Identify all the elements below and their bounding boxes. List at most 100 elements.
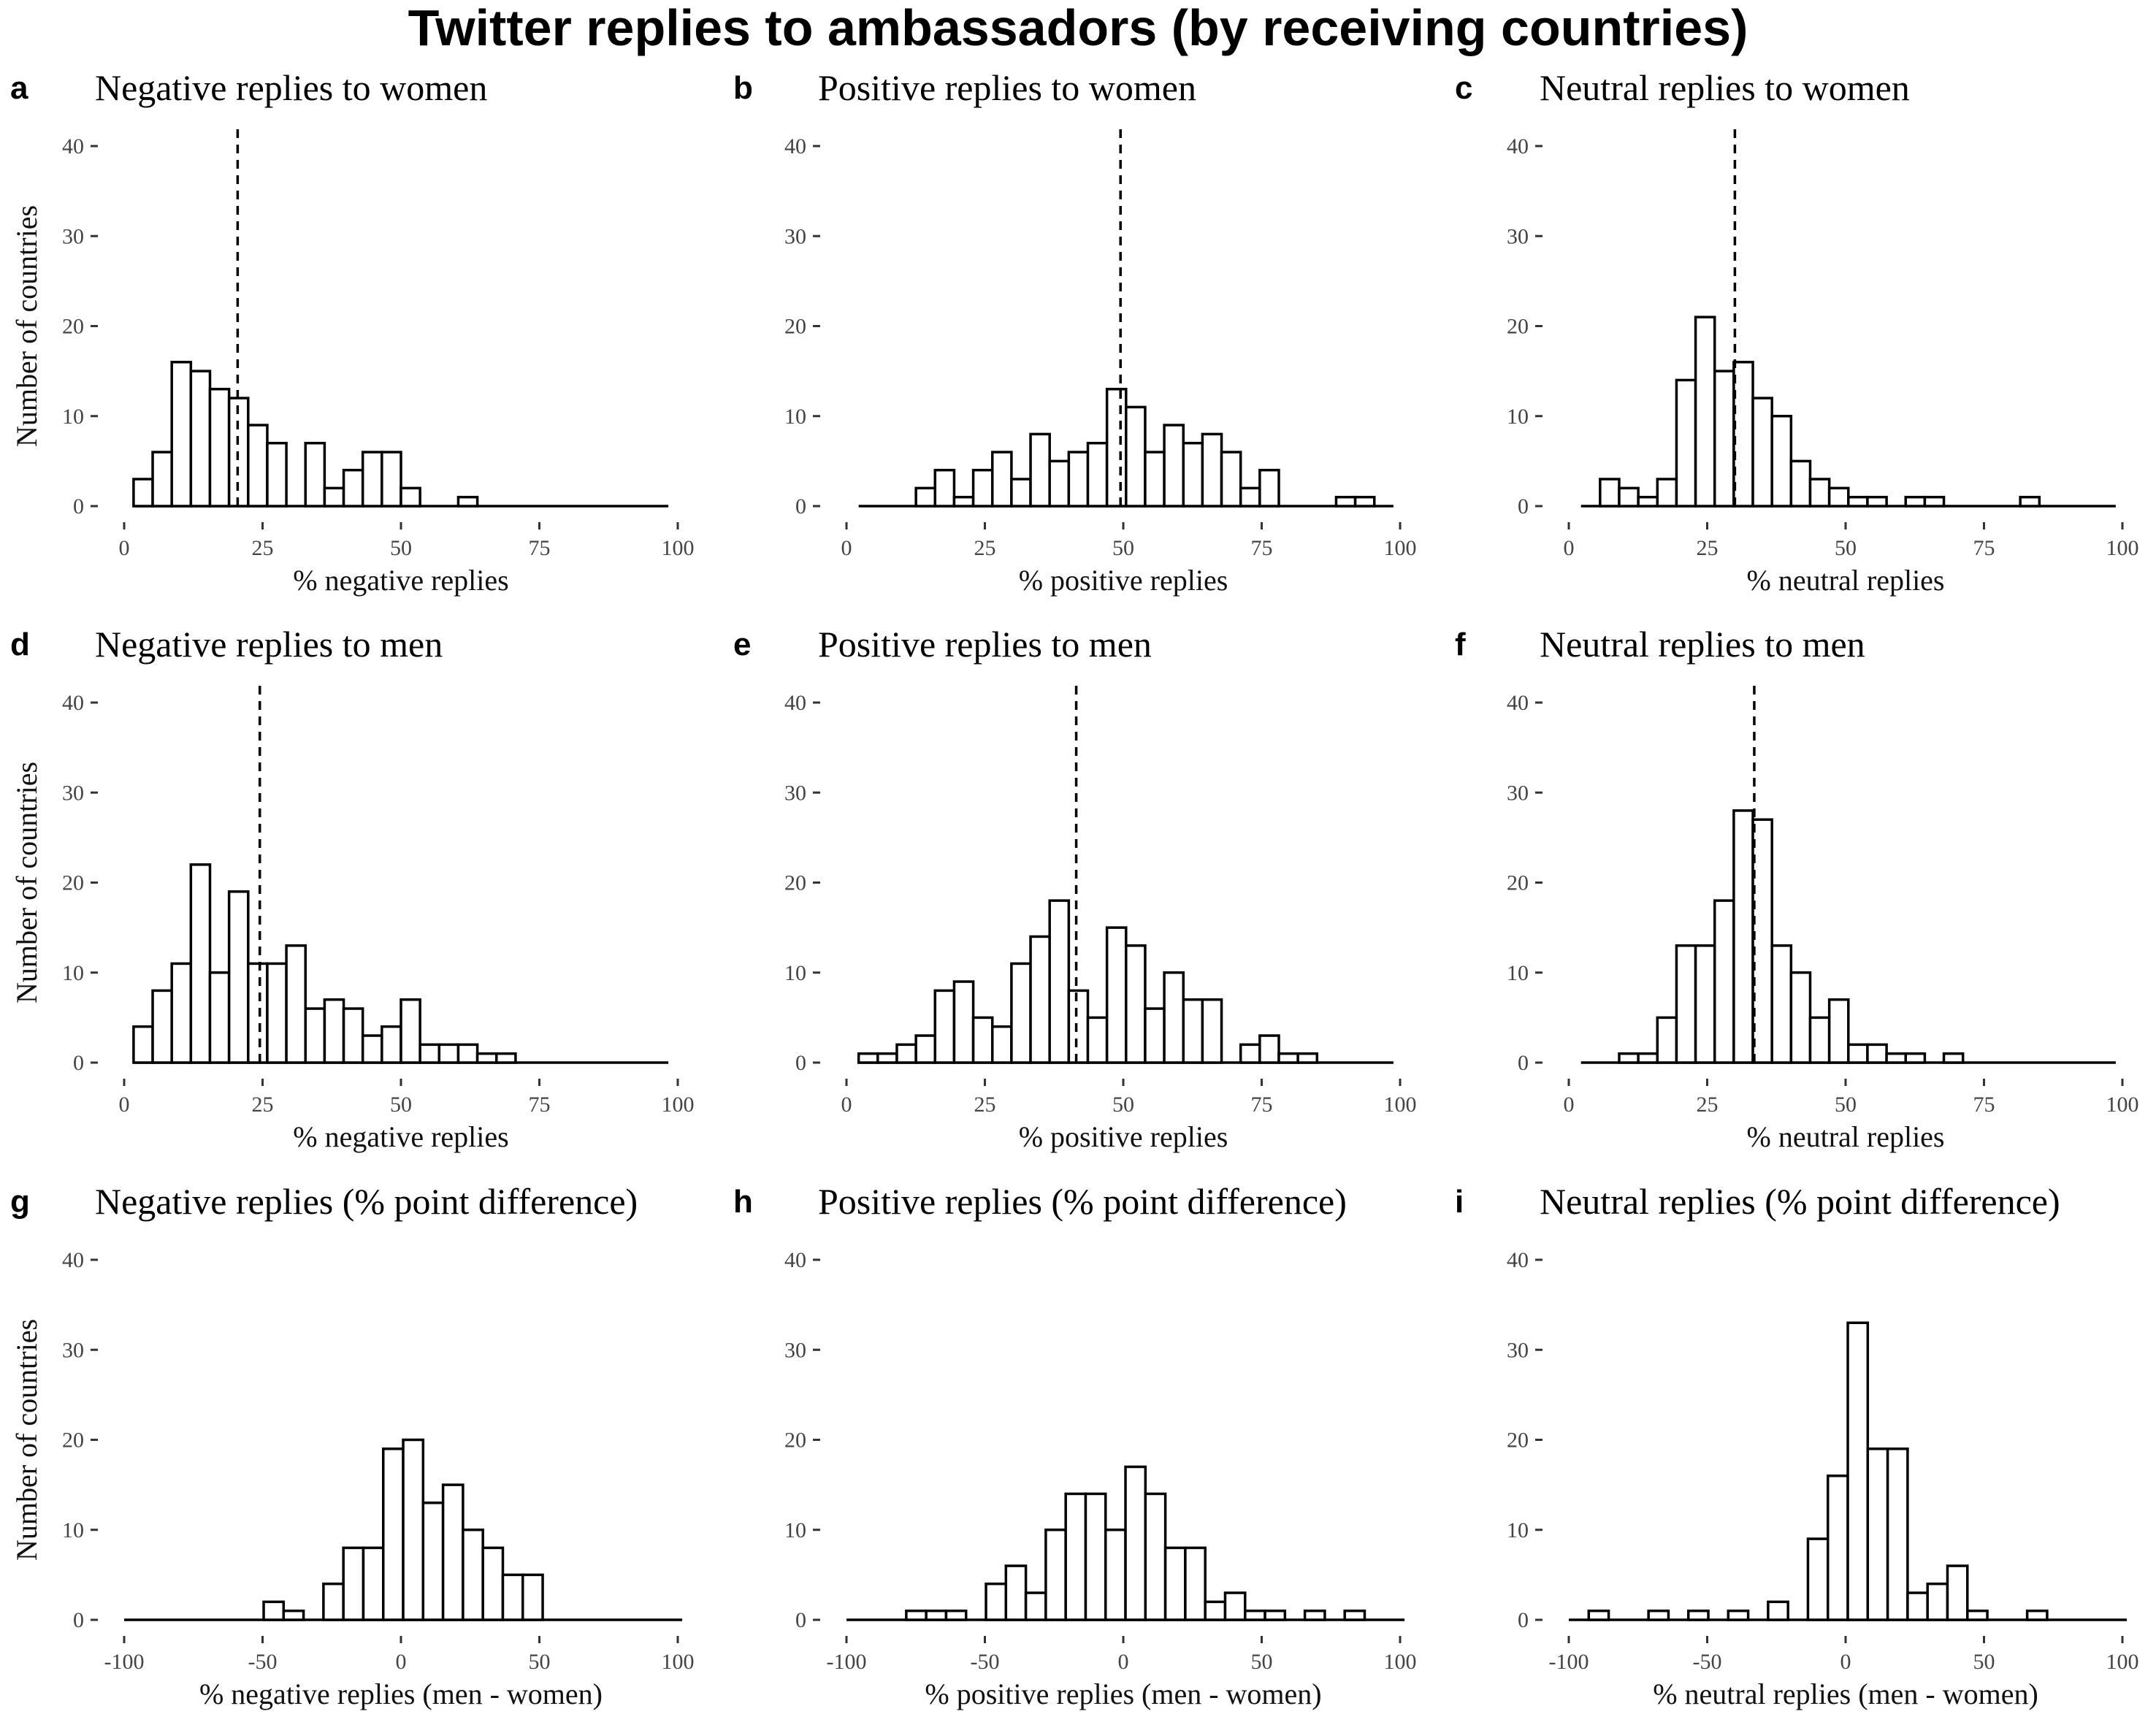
histogram-bar [971, 1016, 994, 1064]
y-tick-label: 0 [73, 1051, 84, 1075]
x-tick-label: 75 [1251, 536, 1273, 560]
y-tick-label: 30 [784, 224, 806, 248]
histogram-bar [323, 486, 345, 508]
x-axis-label: % neutral replies (men - women) [1653, 1678, 2038, 1710]
histogram-bar [456, 495, 479, 508]
histogram-bar [1751, 818, 1773, 1064]
histogram-bar [1004, 1564, 1028, 1621]
x-tick-label: 50 [390, 536, 412, 560]
histogram-bar [151, 989, 173, 1064]
y-tick-label: 30 [784, 781, 806, 805]
x-tick-label: 25 [252, 536, 274, 560]
x-tick-label: 100 [1384, 1093, 1417, 1117]
histogram-bar [1866, 1043, 1888, 1064]
histogram-bar [1010, 478, 1032, 508]
x-tick-label: 25 [252, 1093, 274, 1117]
histogram-bar [1587, 1609, 1610, 1621]
x-tick-label: 100 [2106, 536, 2139, 560]
histogram-bar [1946, 1564, 1969, 1621]
histogram-bar [227, 890, 250, 1064]
histogram-bar [1264, 1609, 1287, 1621]
histogram-bar [1086, 1016, 1109, 1064]
histogram-bar [456, 1043, 479, 1064]
y-tick-label: 30 [62, 781, 84, 805]
histogram-bar [1044, 1529, 1067, 1621]
y-tick-label: 10 [784, 961, 806, 985]
histogram-bar [1343, 1609, 1366, 1621]
histogram-bar [1258, 1034, 1280, 1064]
histogram-bar [990, 1025, 1013, 1064]
histogram-bar [1258, 468, 1280, 508]
panel-title: Neutral replies to women [1540, 67, 1910, 108]
y-tick-label: 10 [62, 961, 84, 985]
panel-b: b Positive replies to women 0 10 20 30 40 0 25 50… [733, 67, 1417, 597]
histogram-bar [1244, 1609, 1266, 1621]
histogram-bar [1637, 495, 1659, 508]
histogram-bar [1904, 1052, 1927, 1064]
histogram-bar [933, 468, 956, 508]
histogram-bar [1847, 495, 1869, 508]
histogram-bar [1048, 899, 1071, 1064]
histogram-bar [857, 1052, 879, 1064]
x-tick-label: 100 [2106, 1093, 2139, 1117]
histogram-bar [1010, 962, 1032, 1064]
x-tick-label: 100 [662, 536, 695, 560]
histogram-bar [1942, 1052, 1965, 1064]
panel-f: f Neutral replies to men 0 10 20 30 40 0 25 50 75 1… [1455, 624, 2139, 1153]
histogram-bar [2025, 1609, 2049, 1621]
histogram-bar [1029, 935, 1051, 1064]
histogram-bar [437, 1043, 460, 1064]
panel-h: h Positive replies (% point difference) 0 1… [733, 1181, 1417, 1710]
y-tick-label: 20 [62, 315, 84, 339]
histogram-bar [342, 1007, 364, 1064]
x-tick-label: 100 [2106, 1650, 2139, 1674]
x-tick-label: 75 [1973, 536, 1995, 560]
x-tick-label: 50 [1112, 1093, 1134, 1117]
histogram-bar [1204, 1600, 1227, 1621]
y-tick-label: 40 [62, 1248, 84, 1272]
panel-letter: h [733, 1184, 753, 1220]
histogram-bar [1923, 495, 1946, 508]
histogram-bar [1694, 315, 1716, 508]
histogram-bar [1904, 495, 1927, 508]
y-tick-label: 40 [1507, 691, 1529, 715]
x-tick-label: 75 [529, 1093, 551, 1117]
histogram-bar [1847, 1043, 1869, 1064]
histogram-bar [914, 1034, 937, 1064]
histogram-bar [1353, 495, 1376, 508]
x-tick-label: 50 [1835, 536, 1857, 560]
y-tick-label: 10 [62, 405, 84, 429]
histogram-bar [1182, 998, 1204, 1064]
panel-e: e Positive replies to men 0 10 20 30 40 0 25 50 75… [733, 624, 1417, 1153]
histogram-bar [1846, 1321, 1870, 1621]
panel-title: Neutral replies to men [1540, 624, 1865, 665]
histogram-bar [170, 361, 193, 508]
x-tick-label: 0 [841, 1093, 852, 1117]
histogram-bar [151, 451, 173, 508]
histogram-bar [1713, 899, 1735, 1064]
histogram-bar [361, 1034, 383, 1064]
x-tick-label: 100 [662, 1650, 695, 1674]
histogram-bar [1686, 1609, 1710, 1621]
panel-title: Neutral replies (% point difference) [1540, 1181, 2060, 1222]
x-tick-label: -50 [248, 1650, 278, 1674]
x-tick-label: 0 [119, 1093, 130, 1117]
histogram-bar [1618, 1052, 1640, 1064]
y-tick-label: 10 [784, 405, 806, 429]
histogram-bar [1067, 989, 1090, 1064]
histogram-bar [1277, 1052, 1299, 1064]
histogram-bar [208, 971, 231, 1064]
histogram-bar [189, 863, 212, 1064]
histogram-bar [1163, 971, 1185, 1064]
histogram-bar [495, 1052, 517, 1064]
histogram-bar [1144, 1492, 1167, 1621]
histogram-bar [1105, 926, 1128, 1064]
histogram-bar [1767, 1600, 1789, 1621]
x-tick-label: 75 [529, 536, 551, 560]
y-tick-label: 20 [62, 1428, 84, 1453]
histogram-bar [381, 451, 402, 508]
histogram-bar [1201, 432, 1223, 508]
histogram-bar [1637, 1052, 1659, 1064]
y-tick-label: 20 [1507, 315, 1529, 339]
